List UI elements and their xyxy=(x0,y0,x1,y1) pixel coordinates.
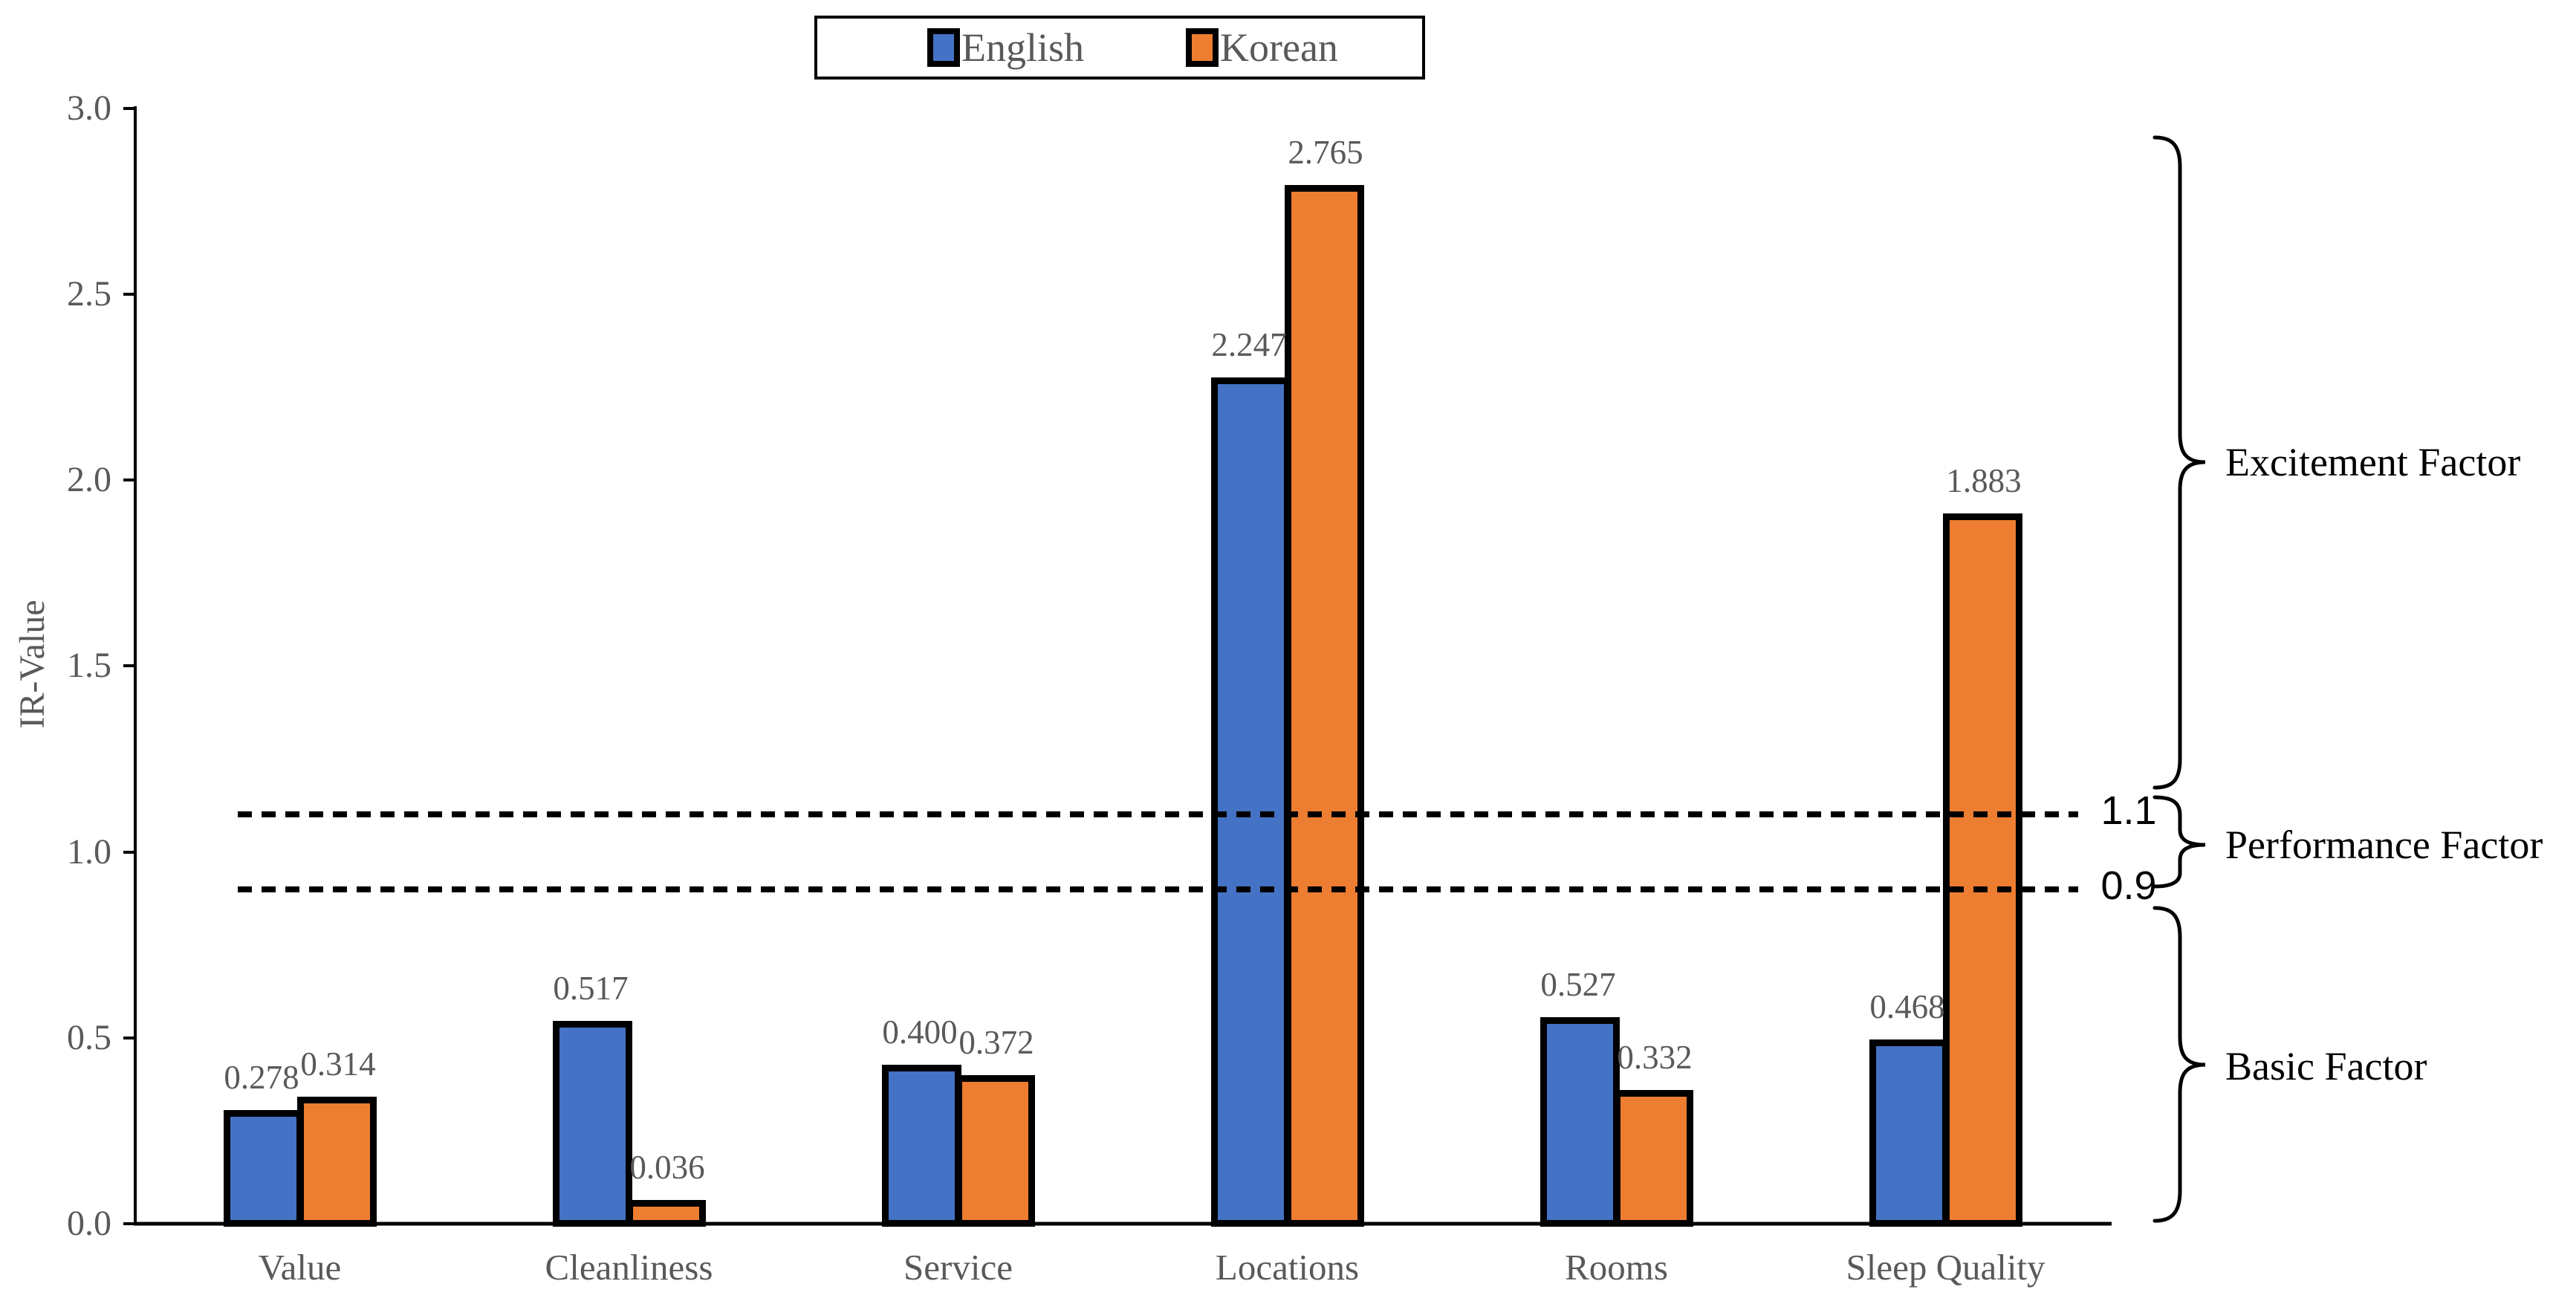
threshold-line-0.9 xyxy=(238,886,2078,892)
bar-value-label: 0.314 xyxy=(300,1045,376,1083)
legend-marker-english-icon xyxy=(927,28,960,67)
bar-value-label: 0.332 xyxy=(1617,1039,1693,1076)
y-axis-tick xyxy=(123,850,136,854)
excitement-factor-brace xyxy=(2152,135,2206,790)
bar-english-service xyxy=(881,1065,961,1227)
y-axis-tick-label: 0.5 xyxy=(67,1017,111,1057)
y-axis-tick-label: 1.0 xyxy=(67,831,111,872)
y-axis-tick xyxy=(123,1036,136,1039)
y-axis-tick xyxy=(123,106,136,110)
bar-value-label: 1.883 xyxy=(1946,462,2022,499)
legend-box: English Korean xyxy=(814,16,1425,80)
y-axis-tick xyxy=(123,479,136,481)
x-axis-category-label: Locations xyxy=(1215,1247,1360,1288)
bar-value-label: 2.765 xyxy=(1288,134,1363,171)
bar-value-label: 0.517 xyxy=(553,970,629,1007)
y-axis-tick xyxy=(123,292,136,296)
y-axis-tick xyxy=(123,1222,136,1225)
excitement-factor-label: Excitement Factor xyxy=(2225,440,2521,484)
legend-label-english: English xyxy=(961,25,1085,70)
threshold-label-1.1: 1.1 xyxy=(2100,788,2157,834)
bar-english-locations xyxy=(1210,377,1291,1227)
x-axis-category-label: Sleep Quality xyxy=(1846,1247,2045,1288)
y-axis-tick-label: 3.0 xyxy=(67,88,111,128)
bar-korean-locations xyxy=(1284,185,1364,1227)
bar-value-label: 0.527 xyxy=(1540,966,1616,1003)
y-axis-tick xyxy=(123,664,136,668)
y-axis-tick-label: 2.5 xyxy=(67,273,111,314)
y-axis-tick-label: 2.0 xyxy=(67,460,111,499)
bar-korean-sleep-quality xyxy=(1942,513,2022,1227)
basic-factor-brace xyxy=(2152,906,2206,1223)
bar-english-sleep-quality xyxy=(1869,1039,1949,1227)
bar-value-label: 0.400 xyxy=(882,1013,958,1051)
threshold-label-0.9: 0.9 xyxy=(2100,863,2157,908)
bar-value-label: 0.468 xyxy=(1869,988,1945,1025)
bar-value-label: 2.247 xyxy=(1211,326,1287,363)
bar-english-rooms xyxy=(1540,1017,1620,1227)
bar-korean-rooms xyxy=(1613,1090,1693,1227)
bar-english-value xyxy=(223,1110,303,1227)
bar-korean-value xyxy=(296,1097,377,1227)
threshold-line-1.1 xyxy=(238,811,2078,818)
y-axis-tick-label: 0.0 xyxy=(67,1204,111,1243)
x-axis-category-label: Value xyxy=(258,1247,342,1288)
legend-marker-korean-icon xyxy=(1186,28,1219,67)
performance-factor-label: Performance Factor xyxy=(2225,823,2543,867)
legend-label-korean: Korean xyxy=(1220,25,1338,70)
bar-korean-service xyxy=(955,1075,1035,1227)
x-axis-category-label: Service xyxy=(903,1247,1013,1288)
basic-factor-label: Basic Factor xyxy=(2225,1044,2427,1089)
performance-factor-brace xyxy=(2152,795,2206,889)
bar-value-label: 0.036 xyxy=(629,1149,705,1186)
bar-value-label: 0.278 xyxy=(224,1059,299,1096)
y-axis-tick-label: 1.5 xyxy=(67,646,111,686)
x-axis-category-label: Cleanliness xyxy=(545,1247,713,1288)
x-axis-category-label: Rooms xyxy=(1565,1247,1668,1288)
bar-korean-cleanliness xyxy=(626,1200,706,1227)
bar-english-cleanliness xyxy=(552,1021,632,1227)
bar-value-label: 0.372 xyxy=(958,1024,1034,1061)
